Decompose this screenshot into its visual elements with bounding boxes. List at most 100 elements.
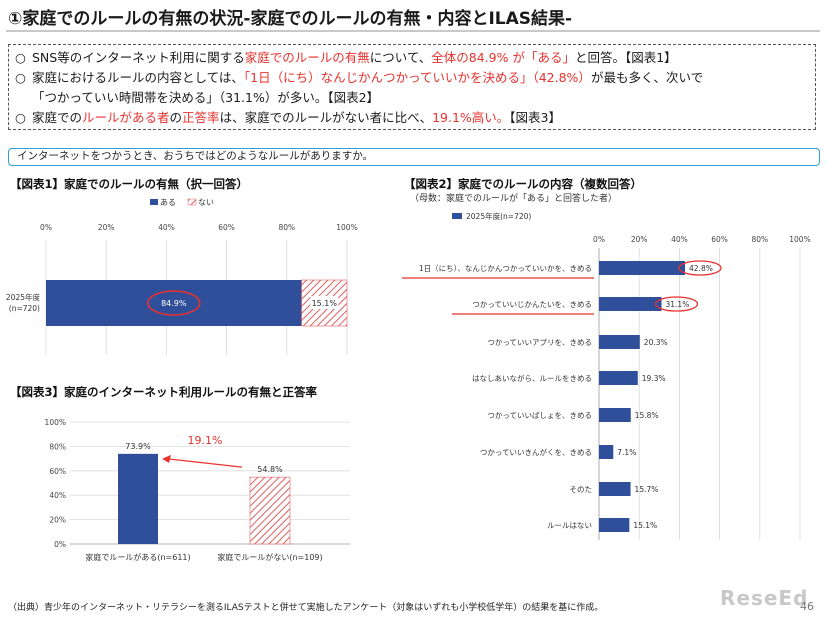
data-label: 19.3% [642,374,666,383]
legend-swatch-yes [150,199,158,205]
summary-line-2: ○ 家庭におけるルールの内容としては、「1日（にち）なんじかんつかっていいかを決め… [15,67,703,86]
bar-rule-no [249,476,291,545]
data-label: 84.9% [161,299,187,308]
fig2-chart: 2025年度(n=720) 0% 20% 40% 60% 80% 100% 1日（にち）、なん… [402,211,811,540]
legend-label-yes: ある [160,198,176,207]
summary-text: ルールがある者 [82,110,170,125]
summary-text: 正答率 [182,110,220,125]
bar [599,408,631,422]
arrow-head [162,454,171,463]
x-tick-label: 0% [593,235,605,244]
bar [599,297,662,311]
x-tick-label: 0% [40,223,52,232]
data-label: 20.3% [644,338,668,347]
data-label-bg [310,296,339,309]
category-label: 2025年度 [6,292,41,302]
summary-text: 「1日（にち）なんじかんつかっていいかを決める」（42.8%） [243,70,591,85]
bar [599,482,631,496]
summary-text: 19.1%高い。 [432,110,510,125]
summary-text: 【図表3】 [509,110,561,125]
summary-text: 家庭でのルールの有無 [244,50,370,65]
legend-label-no: ない [198,198,214,207]
data-label: 73.9% [125,442,151,451]
category-label: 家庭でルールがない(n=109) [217,552,322,562]
data-label: 7.1% [617,448,636,457]
fig1-title: 【図表1】家庭でのルールの有無（択一回答） [10,177,248,191]
bullet-marker: ○ [15,50,26,65]
x-tick-label: 80% [751,235,768,244]
category-label: つかっていいじかんたいを、きめる [472,300,592,309]
x-tick-label: 20% [98,223,115,232]
bar [599,261,686,275]
x-tick-label: 40% [158,223,175,232]
fig3-chart: 0% 20% 40% 60% 80% 100% 73.9% 家庭でルールがある(n=611) 5… [45,418,350,562]
bullet-marker: ○ [15,70,26,85]
legend-swatch-no [187,198,197,206]
x-tick-label: 60% [711,235,728,244]
category-label: つかっていいアプリを、きめる [487,338,592,347]
bar [599,518,630,532]
summary-text: は、家庭でのルールがない者に比べ、 [219,110,433,125]
y-tick-label: 100% [45,418,66,427]
summary-text: 家庭での [32,110,83,125]
highlight-ellipse [147,290,201,316]
bar [599,335,640,349]
data-label: 15.8% [635,411,659,420]
data-label: 15.7% [635,485,659,494]
highlight-ellipse [678,260,722,276]
x-tick-label: 60% [218,223,235,232]
summary-line-1: ○ SNS等のインターネット利用に関する家庭でのルールの有無について、全体の84.… [15,47,677,66]
data-label: 15.1% [312,299,338,308]
summary-line-4: ○ 家庭でのルールがある者の正答率は、家庭でのルールがない者に比べ、19.1%高い… [15,107,561,126]
summary-text: 全体の84.9% が「ある」 [431,50,575,65]
difference-annotation: 19.1% [188,434,223,447]
summary-line-3: 「つかっていい時間帯を決める」（31.1%）が多い。【図表2】 [15,87,379,106]
category-label: ルールはない [547,521,592,530]
category-label: はなしあいながら、ルールをきめる [472,373,592,383]
category-label: 家庭でルールがある(n=611) [85,552,190,562]
bar [599,371,638,385]
y-tick-label: 20% [49,516,66,525]
summary-text: と回答。【図表1】 [574,50,677,65]
y-tick-label: 80% [49,442,66,451]
summary-box: ○ SNS等のインターネット利用に関する家庭でのルールの有無について、全体の84.… [8,44,816,130]
bar-rule-yes [118,453,158,544]
legend-swatch [452,213,462,219]
bar [599,445,614,459]
x-tick-label: 20% [631,235,648,244]
data-label: 54.8% [257,465,283,474]
highlight-ellipse [654,296,699,312]
summary-text: 家庭におけるルールの内容としては、 [32,70,244,85]
fig2-title: 【図表2】家庭でのルールの内容（複数回答） [404,177,642,191]
category-label: 1日（にち）、なんじかんつかっていいかを、きめる [419,264,592,273]
bar-yes [46,280,302,326]
legend-label: 2025年度(n=720) [466,211,531,221]
source-footnote: （出典）青少年のインターネット・リテラシーを測るILASテストと併せて実施したア… [8,603,604,613]
survey-question: インターネットをつかうとき、おうちではどのようなルールがありますか。 [8,148,820,166]
x-tick-label: 80% [278,223,295,232]
summary-text: が最も多く、次いで [590,70,704,85]
page-number: 46 [800,600,814,613]
fig2-subtitle: （母数：家庭でのルールが「ある」と回答した者） [410,194,618,204]
bullet-marker: ○ [15,110,26,125]
x-tick-label: 40% [671,235,688,244]
data-label: 15.1% [633,521,657,530]
x-tick-label: 100% [336,223,357,232]
category-label: つかっていいばしょを、きめる [487,411,592,420]
data-label: 42.8% [689,264,713,273]
fig3-title: 【図表3】家庭のインターネット利用ルールの有無と正答率 [10,385,317,399]
title-divider [6,30,820,32]
x-tick-label: 100% [789,235,810,244]
y-tick-label: 40% [49,491,66,500]
page-title: ①家庭でのルールの有無の状況-家庭でのルールの有無・内容とILAS結果- [8,9,573,29]
category-label: そのた [570,485,593,494]
fig1-chart: ある ない 0% 20% 40% 60% 80% 100% 2025年度 (n=720) 84.9%… [6,198,358,355]
summary-text: SNS等のインターネット利用に関する [32,50,245,65]
annotation-arrow [167,458,243,468]
summary-text: の [169,110,183,125]
category-label: (n=720) [9,304,40,313]
data-label: 31.1% [666,300,690,309]
y-tick-label: 60% [49,467,66,476]
logo: ReseEd [720,586,809,610]
summary-text: について、 [369,50,432,65]
